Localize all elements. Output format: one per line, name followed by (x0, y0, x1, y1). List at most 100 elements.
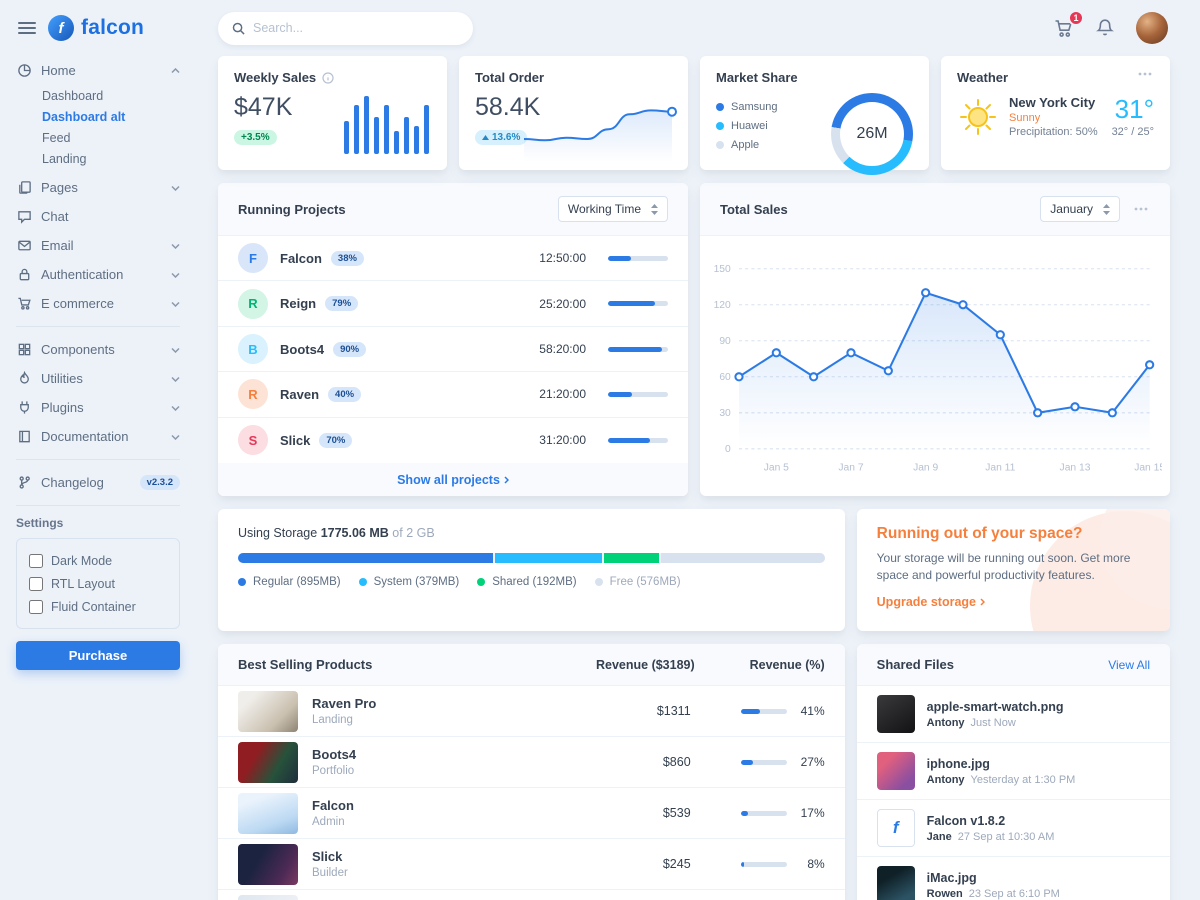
fluid-container-toggle[interactable]: Fluid Container (29, 595, 167, 618)
sidebar-item-landing[interactable]: Landing (42, 151, 87, 166)
product-thumbnail (238, 894, 298, 900)
table-row[interactable]: Boots4 Portfolio $860 27% (218, 737, 845, 788)
dark-mode-checkbox[interactable] (29, 553, 43, 568)
sidebar-item-email[interactable]: Email (16, 231, 180, 260)
email-icon (16, 238, 32, 253)
table-row[interactable]: Slick Builder $245 8% (218, 839, 845, 890)
total-order-card: Total Order 58.4K 13.6% (459, 56, 688, 170)
ellipsis-icon (1134, 207, 1148, 211)
project-time: 25:20:00 (539, 296, 586, 311)
hamburger-icon (18, 22, 36, 34)
sidebar-item-authentication[interactable]: Authentication (16, 260, 180, 289)
rtl-layout-checkbox[interactable] (29, 576, 43, 591)
svg-text:150: 150 (714, 264, 731, 275)
month-select[interactable]: January (1040, 196, 1120, 222)
list-item[interactable]: f Falcon v1.8.2 Jane 27 Sep at 10:30 AM (856, 800, 1170, 857)
upgrade-storage-link[interactable]: Upgrade storage (877, 595, 985, 609)
list-item[interactable]: apple-smart-watch.png Antony Just Now (856, 686, 1170, 743)
card-title: Shared Files (876, 657, 954, 672)
card-title: Total Sales (720, 201, 788, 217)
total-order-value: 58.4K (475, 93, 541, 121)
project-progress-bar (608, 301, 668, 307)
sidebar-item-dashboard[interactable]: Dashboard (42, 88, 104, 103)
legend-item: Regular (895MB) (238, 576, 341, 588)
svg-text:120: 120 (714, 300, 731, 311)
total-order-badge: 13.6% (475, 130, 528, 145)
cart-icon (1055, 19, 1072, 37)
show-all-projects-link[interactable]: Show all projects (397, 473, 509, 487)
info-icon[interactable] (322, 71, 334, 84)
notifications-button[interactable] (1094, 16, 1116, 40)
project-row[interactable]: F Falcon 38% 12:50:00 (218, 236, 688, 282)
sidebar-item-ecommerce[interactable]: E commerce (16, 289, 180, 318)
svg-text:Jan 13: Jan 13 (1060, 462, 1091, 473)
project-row[interactable]: B Boots4 90% 58:20:00 (218, 327, 688, 373)
working-time-select[interactable]: Working Time (557, 196, 668, 222)
select-arrows-icon (1103, 203, 1110, 215)
brand-logo[interactable]: f falcon (48, 15, 144, 41)
sidebar-item-changelog[interactable]: Changelog v2.3.2 (16, 468, 180, 497)
file-thumbnail (876, 695, 915, 733)
table-row[interactable]: Raven Pro Landing $1311 41% (218, 686, 845, 737)
weather-precipitation: Precipitation: 50% (1009, 126, 1098, 138)
sidebar-item-components[interactable]: Components (16, 335, 180, 364)
sidebar-item-pages[interactable]: Pages (16, 173, 180, 202)
best-selling-products-card: Best Selling Products Revenue ($3189) Re… (218, 644, 845, 900)
avatar (1136, 12, 1168, 44)
project-progress-bar (608, 391, 668, 397)
dark-mode-toggle[interactable]: Dark Mode (29, 549, 167, 572)
storage-card: Using Storage 1775.06 MB of 2 GB Regular… (218, 509, 845, 631)
svg-text:30: 30 (719, 408, 731, 419)
chevron-down-icon (171, 376, 180, 382)
market-share-card: Market Share Samsung Huawei (700, 56, 929, 175)
components-icon (16, 342, 32, 357)
sidebar-item-documentation[interactable]: Documentation (16, 422, 180, 451)
cart-count-badge: 1 (1068, 9, 1084, 26)
total-order-line-chart (523, 106, 677, 162)
project-row[interactable]: S Slick 70% 31:20:00 (218, 418, 688, 463)
search-box[interactable] (218, 11, 473, 45)
list-item[interactable]: iMac.jpg Rowen 23 Sep at 6:10 PM (857, 857, 1170, 900)
table-row[interactable]: Falcon Admin $539 17% (218, 788, 845, 839)
sidebar-item-feed[interactable]: Feed (42, 130, 71, 145)
search-input[interactable] (253, 21, 459, 35)
revenue-progress-bar (740, 708, 787, 714)
legend-item: Samsung (716, 97, 777, 116)
legend-dot (477, 578, 486, 586)
topbar: 1 (218, 0, 1170, 56)
project-time: 58:20:00 (539, 342, 586, 357)
storage-usage-bar (238, 553, 825, 563)
fluid-container-checkbox[interactable] (29, 599, 43, 614)
project-row[interactable]: R Reign 79% 25:20:00 (218, 281, 688, 327)
sidebar-item-utilities[interactable]: Utilities (16, 364, 180, 393)
rtl-layout-toggle[interactable]: RTL Layout (29, 572, 167, 595)
dashboard-content: Weekly Sales $47K +3.5% Total Order 58.4… (218, 56, 1170, 900)
profile-avatar-button[interactable] (1134, 10, 1170, 46)
purchase-button[interactable]: Purchase (16, 641, 180, 670)
sidebar-item-plugins[interactable]: Plugins (16, 393, 180, 422)
svg-text:60: 60 (719, 372, 731, 383)
view-all-link[interactable]: View All (1108, 657, 1150, 672)
market-share-donut-chart: 26M (831, 93, 913, 175)
legend-dot (594, 578, 603, 586)
hamburger-menu-button[interactable] (16, 19, 38, 37)
list-item[interactable]: iphone.jpg Antony Yesterday at 1:30 PM (856, 743, 1170, 800)
card-menu-button[interactable] (1132, 205, 1150, 213)
legend-dot (716, 102, 724, 111)
card-title: Weekly Sales (234, 70, 317, 85)
sidebar-nav: Home Dashboard Dashboard alt Feed Landin… (16, 56, 180, 506)
sidebar-item-home[interactable]: Home (16, 56, 180, 85)
weather-range: 32° / 25° (1111, 125, 1154, 138)
card-menu-button[interactable] (1136, 70, 1154, 78)
sidebar-item-dashboard-alt[interactable]: Dashboard alt (42, 109, 126, 124)
chat-icon (16, 209, 32, 224)
fire-icon (16, 371, 32, 386)
total-sales-line-chart: 0 30 60 90 120 150 Jan 5 Jan 7 Jan 9 Jan 11 Jan 13… (714, 264, 1166, 474)
product-thumbnail (238, 843, 298, 885)
project-row[interactable]: R Raven 40% 21:20:00 (218, 372, 688, 418)
pages-icon (16, 180, 32, 195)
table-row[interactable] (218, 890, 845, 900)
cart-button[interactable]: 1 (1052, 9, 1084, 40)
sidebar-item-chat[interactable]: Chat (16, 202, 180, 231)
